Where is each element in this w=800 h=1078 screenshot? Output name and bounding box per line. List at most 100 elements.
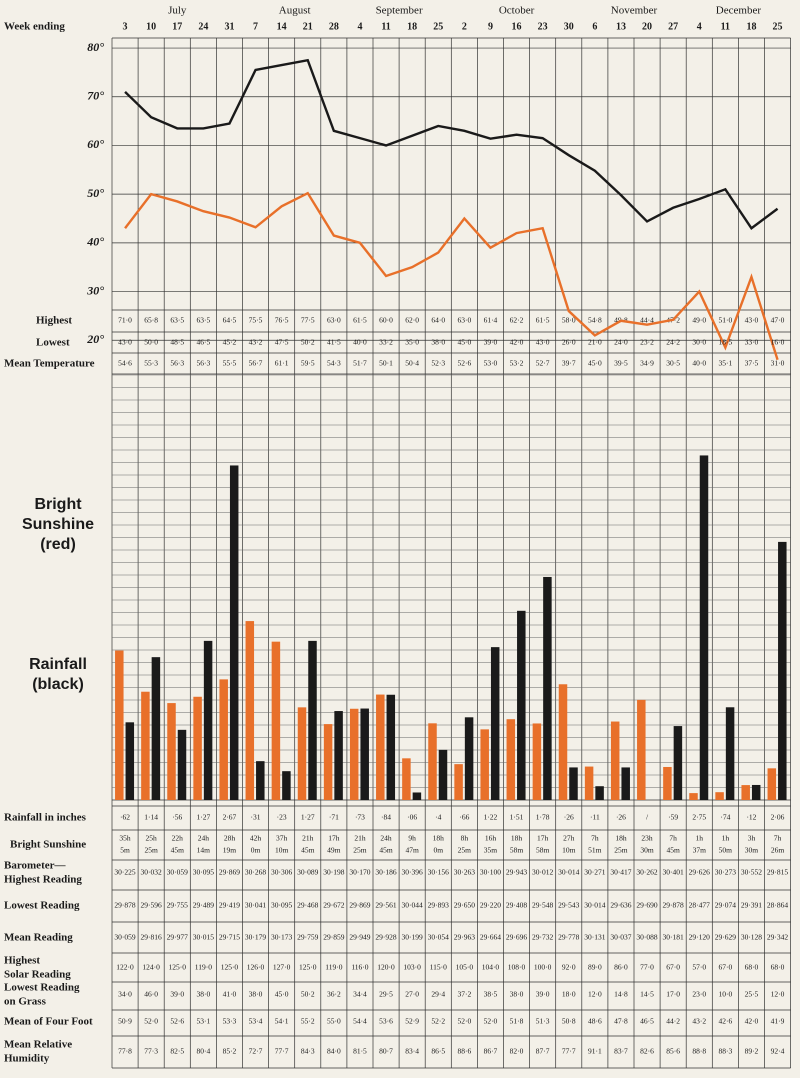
table-cell: 17·0 bbox=[666, 990, 680, 999]
temperature-value: 44·4 bbox=[640, 316, 654, 325]
rainfall-value: 1·78 bbox=[536, 813, 550, 822]
rainfall-value: ·12 bbox=[746, 813, 756, 822]
rainfall-value: 1·51 bbox=[510, 813, 524, 822]
sunshine-bar bbox=[402, 758, 411, 800]
rainfall-value: ·06 bbox=[407, 813, 417, 822]
sunshine-bar bbox=[741, 785, 750, 800]
sunshine-bar bbox=[715, 792, 724, 800]
week-day: 4 bbox=[357, 21, 362, 32]
row-label: Highest Reading bbox=[4, 874, 82, 886]
table-cell: 52·0 bbox=[457, 1017, 471, 1026]
week-day: 25 bbox=[773, 21, 783, 32]
rainfall-bar bbox=[595, 786, 604, 800]
sunshine-bar bbox=[376, 694, 385, 800]
table-cell: 67·0 bbox=[666, 963, 680, 972]
row-label: Mean Relative bbox=[4, 1039, 72, 1051]
table-cell: 29·878 bbox=[663, 901, 684, 910]
table-cell: 30·089 bbox=[297, 868, 318, 877]
table-cell: 29·949 bbox=[349, 933, 370, 942]
sunshine-bar bbox=[506, 719, 516, 800]
table-cell: 77·7 bbox=[275, 1047, 289, 1056]
table-cell: 30·262 bbox=[636, 868, 657, 877]
table-cell: 53·3 bbox=[223, 1017, 237, 1026]
table-cell: 30·044 bbox=[402, 901, 423, 910]
table-cell: 125·0 bbox=[221, 963, 239, 972]
sunshine-bar bbox=[532, 723, 542, 800]
rainfall-value: / bbox=[646, 813, 649, 822]
table-cell: 77·0 bbox=[640, 963, 654, 972]
rainfall-bar bbox=[334, 711, 343, 800]
table-cell: 52·0 bbox=[144, 1017, 158, 1026]
table-cell: 89·0 bbox=[588, 963, 602, 972]
temperature-value: 23·2 bbox=[640, 338, 654, 347]
table-cell: 29·468 bbox=[297, 901, 318, 910]
rainfall-bar bbox=[569, 767, 578, 800]
table-cell: 41·0 bbox=[223, 990, 237, 999]
sunshine-bar bbox=[271, 641, 281, 800]
table-cell: 29·696 bbox=[506, 933, 527, 942]
table-cell: 91·1 bbox=[588, 1047, 602, 1056]
table-cell: 30·198 bbox=[323, 868, 344, 877]
table-cell: 80·7 bbox=[379, 1047, 393, 1056]
sunshine-bar bbox=[689, 793, 698, 800]
table-cell: 29·732 bbox=[532, 933, 553, 942]
rainfall-value: 2·75 bbox=[692, 813, 706, 822]
sunshine-value: 24h bbox=[380, 834, 392, 843]
sunshine-value: 0m bbox=[433, 846, 443, 855]
table-cell: 29·690 bbox=[636, 901, 657, 910]
sunshine-bar bbox=[323, 724, 333, 800]
sunshine-value: 35m bbox=[484, 846, 498, 855]
table-cell: 30·088 bbox=[636, 933, 657, 942]
sunshine-bar bbox=[349, 708, 359, 800]
week-day: 27 bbox=[668, 21, 678, 32]
temperature-value: 46·5 bbox=[196, 338, 210, 347]
sunshine-bar bbox=[193, 696, 202, 800]
row-label: Lowest Reading bbox=[4, 982, 80, 994]
temperature-value: 38·0 bbox=[431, 338, 445, 347]
rainfall-bar bbox=[751, 784, 761, 800]
table-cell: 45·0 bbox=[588, 359, 602, 368]
sunshine-value: 10m bbox=[562, 846, 576, 855]
week-day: 31 bbox=[224, 21, 234, 32]
sunshine-value: 28h bbox=[224, 834, 236, 843]
table-cell: 29·342 bbox=[767, 933, 788, 942]
table-cell: 14·5 bbox=[640, 990, 654, 999]
table-cell: 45·0 bbox=[275, 990, 289, 999]
table-cell: 125·0 bbox=[169, 963, 187, 972]
sunshine-value: 45m bbox=[301, 846, 315, 855]
table-cell: 53·1 bbox=[196, 1017, 210, 1026]
sunshine-value: 3h bbox=[748, 834, 756, 843]
rainfall-value: ·84 bbox=[381, 813, 391, 822]
month-label: September bbox=[376, 5, 423, 17]
table-cell: 30·199 bbox=[402, 933, 423, 942]
table-cell: 35·1 bbox=[718, 359, 732, 368]
rainfall-bar bbox=[464, 717, 474, 800]
table-cell: 29·636 bbox=[610, 901, 631, 910]
table-cell: 40·0 bbox=[692, 359, 706, 368]
table-cell: 82·0 bbox=[510, 1047, 524, 1056]
rainfall-value: ·31 bbox=[251, 813, 261, 822]
table-cell: 42·0 bbox=[745, 1017, 759, 1026]
table-cell: 30·041 bbox=[245, 901, 266, 910]
sunshine-value: 7h bbox=[591, 834, 599, 843]
sunshine-bar bbox=[428, 723, 437, 800]
table-cell: 48·6 bbox=[588, 1017, 602, 1026]
temperature-value: 63·5 bbox=[196, 316, 210, 325]
table-cell: 29·755 bbox=[167, 901, 188, 910]
table-cell: 47·8 bbox=[614, 1017, 628, 1026]
table-cell: 51·7 bbox=[353, 359, 367, 368]
row-label: on Grass bbox=[4, 996, 47, 1008]
week-day: 30 bbox=[564, 21, 574, 32]
table-cell: 39·0 bbox=[170, 990, 184, 999]
table-cell: 54·4 bbox=[353, 1017, 367, 1026]
week-day: 9 bbox=[488, 21, 493, 32]
table-cell: 30·054 bbox=[428, 933, 449, 942]
temperature-line bbox=[124, 58, 779, 230]
temperature-value: 50·0 bbox=[144, 338, 158, 347]
table-cell: 77·3 bbox=[144, 1047, 158, 1056]
table-cell: 56·3 bbox=[196, 359, 210, 368]
table-cell: 84·0 bbox=[327, 1047, 341, 1056]
table-cell: 29·672 bbox=[323, 901, 344, 910]
temperature-value: 48·5 bbox=[170, 338, 184, 347]
rainfall-bar bbox=[543, 576, 552, 800]
